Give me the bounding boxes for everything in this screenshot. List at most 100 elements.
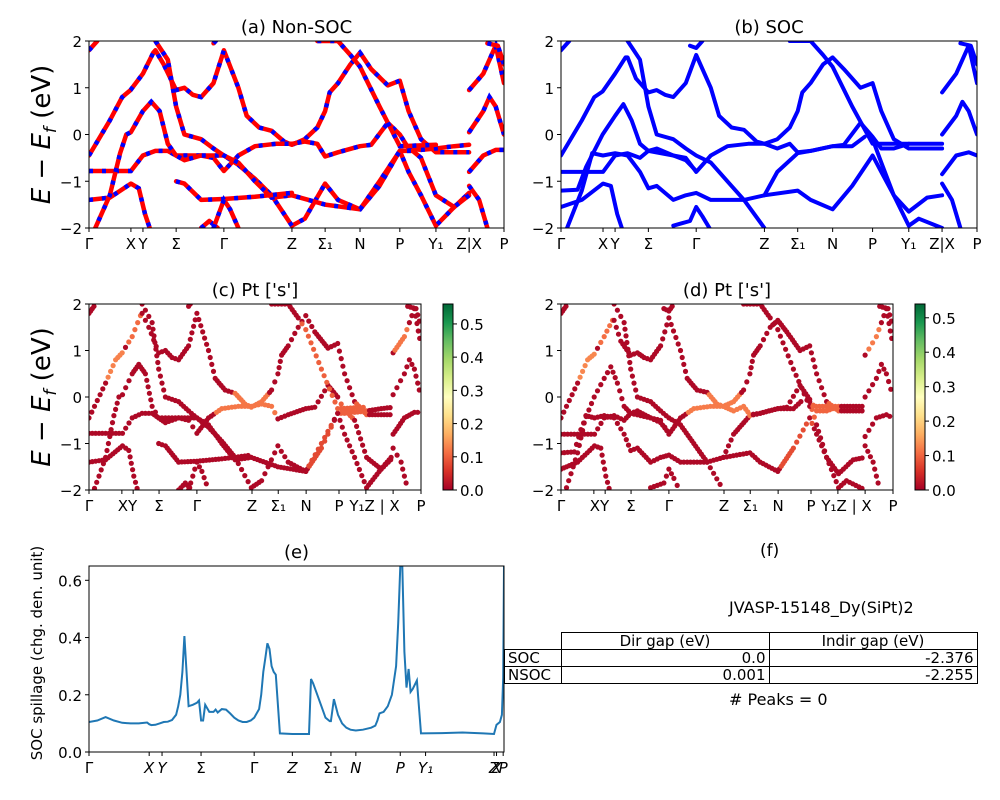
scatter-point [814,422,820,428]
scatter-point [145,384,151,390]
x-tick-label: X [126,235,136,253]
scatter-point [669,304,675,309]
scatter-point [336,348,342,354]
band-line [561,120,945,174]
x-tick-label: Σ [644,235,653,253]
scatter-point [347,385,353,391]
scatter-point [591,394,597,400]
colorbar-tick-label: 0.1 [460,449,484,467]
scatter-point [154,353,160,359]
scatter-point [126,339,132,345]
scatter-point [614,307,621,313]
scatter-point [316,359,322,366]
scatter-point [187,336,193,342]
scatter-point [811,426,817,432]
colorbar-tick-label: 0.4 [460,349,484,367]
scatter-point [299,321,305,327]
scatter-point [875,480,881,486]
band-line [870,137,945,228]
y-tick-label: 0.2 [58,687,82,705]
scatter-point [303,468,309,474]
scatter-point [577,374,583,380]
scatter-point [352,454,358,460]
scatter-point [413,306,419,312]
scatter-point [148,397,154,403]
scatter-point [103,380,109,386]
scatter-point [276,365,282,371]
x-tick-label: Σ [626,497,635,515]
scatter-point [324,379,330,385]
scatter-point [262,471,268,477]
scatter-point [329,392,335,398]
scatter-point [607,323,613,329]
scatter-point [790,366,797,372]
scatter-point [359,473,365,479]
scatter-point [204,341,210,347]
axes-frame [88,565,505,753]
scatter-point [664,322,670,328]
scatter-point [131,473,137,479]
y-tick-label: 1 [72,343,82,361]
scatter-point [201,475,207,481]
scatter-point [581,420,587,426]
scatter-point [186,343,192,349]
scatter-point [189,330,195,336]
axes-frame [88,40,505,229]
band-line-overlay [89,41,99,52]
band-line-overlay [211,41,219,45]
scatter-point [619,396,625,402]
scatter-point [878,320,885,326]
scatter-point [668,321,674,328]
panel-title: (a) Non-SOC [241,17,352,38]
x-tick-label: Z [286,759,298,777]
panel-b: (b) SOC −2 −1 0 1 2 Γ X Y Σ Γ Z Σ₁ N P Y₁ Z|X P [532,17,982,253]
scatter-point [624,339,630,346]
scatter-point [807,343,813,349]
band-line-overlay [211,194,241,228]
scatter-point [268,457,274,463]
scatter-point [144,377,150,383]
colorbar-tick-label: 0.2 [932,413,956,431]
scatter-point [340,363,346,369]
scatter-point [155,359,161,366]
scatter-point [157,373,163,379]
y-tick-label: 0 [544,389,554,407]
scatter-point [335,394,341,400]
scatter-point [814,371,820,377]
row-label-nsoc: NSOC [504,666,562,684]
scatter-point [207,354,213,361]
spillage [89,566,504,736]
band-line [466,147,504,175]
x-tick-label: Γ [557,497,566,515]
scatter-point [775,327,781,333]
band-line-overlay [486,41,504,66]
x-tick-label: N [827,235,838,253]
scatter-point [126,378,132,384]
scatter-point [621,320,627,326]
scatter-point [671,475,677,481]
scatter-point [105,374,111,380]
y-tick-label: 0 [72,127,82,145]
scatter-point [275,371,281,377]
scatter-point [151,333,157,339]
nsoc-dir-gap: 0.001 [560,666,770,684]
scatter-point [272,379,278,385]
scatter-point [123,385,129,391]
scatter-point [275,443,281,449]
scatter-point [661,480,667,486]
scatter-point [295,315,301,321]
scatter-point [108,427,114,433]
scatter-point [354,460,360,467]
scatter-point [387,405,393,411]
band-line [940,99,977,137]
scatter-point [808,350,815,356]
scatter-point [312,452,318,458]
scatter-point [332,399,338,405]
y-tick-label: 0 [72,389,82,407]
scatter-point [598,420,604,426]
scatter-point [97,392,103,398]
panel-f-title: (f) [760,541,780,561]
x-tick-label: Y₁ [900,235,916,253]
